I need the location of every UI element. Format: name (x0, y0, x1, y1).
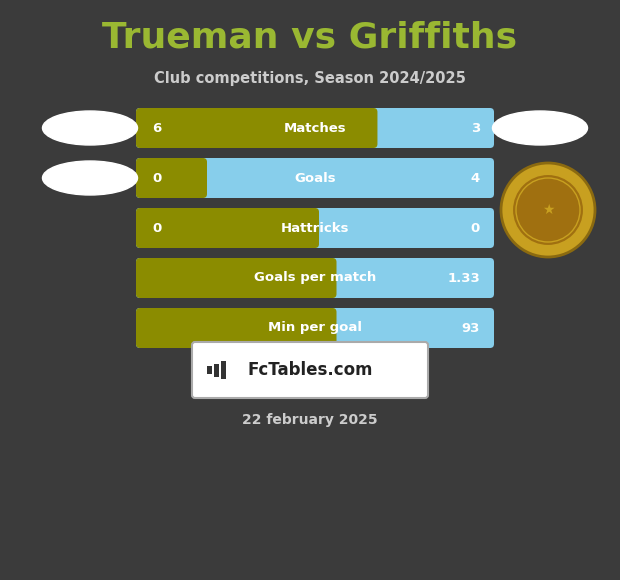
FancyBboxPatch shape (136, 258, 494, 298)
Text: 1.33: 1.33 (447, 271, 480, 285)
Bar (221, 361, 226, 379)
Ellipse shape (492, 111, 588, 145)
Text: Matches: Matches (284, 121, 347, 135)
Text: 4: 4 (471, 172, 480, 184)
Bar (322, 312, 332, 344)
Text: Club competitions, Season 2024/2025: Club competitions, Season 2024/2025 (154, 71, 466, 85)
Text: FcTables.com: FcTables.com (247, 361, 373, 379)
Bar (305, 212, 315, 244)
Circle shape (512, 174, 584, 246)
FancyBboxPatch shape (136, 208, 319, 248)
Bar (193, 162, 203, 194)
Ellipse shape (43, 111, 138, 145)
FancyBboxPatch shape (136, 308, 494, 348)
Bar (214, 364, 219, 376)
Text: ★: ★ (542, 203, 554, 217)
FancyBboxPatch shape (136, 158, 207, 198)
Bar (322, 262, 332, 294)
Circle shape (501, 163, 595, 257)
Text: 0: 0 (152, 172, 161, 184)
Text: 22 february 2025: 22 february 2025 (242, 413, 378, 427)
FancyBboxPatch shape (136, 158, 494, 198)
Text: Min per goal: Min per goal (268, 321, 362, 335)
Bar (207, 366, 212, 374)
FancyBboxPatch shape (136, 208, 494, 248)
Text: 3: 3 (471, 121, 480, 135)
Text: 93: 93 (462, 321, 480, 335)
Text: Goals per match: Goals per match (254, 271, 376, 285)
Text: Trueman vs Griffiths: Trueman vs Griffiths (102, 21, 518, 55)
Text: 0: 0 (152, 222, 161, 234)
Text: 6: 6 (152, 121, 161, 135)
Bar (363, 112, 373, 144)
FancyBboxPatch shape (136, 258, 337, 298)
FancyBboxPatch shape (192, 342, 428, 398)
FancyBboxPatch shape (136, 308, 337, 348)
FancyBboxPatch shape (136, 108, 378, 148)
FancyBboxPatch shape (136, 108, 494, 148)
Ellipse shape (43, 161, 138, 195)
Text: Goals: Goals (294, 172, 336, 184)
Text: 0: 0 (471, 222, 480, 234)
Text: Hattricks: Hattricks (281, 222, 349, 234)
